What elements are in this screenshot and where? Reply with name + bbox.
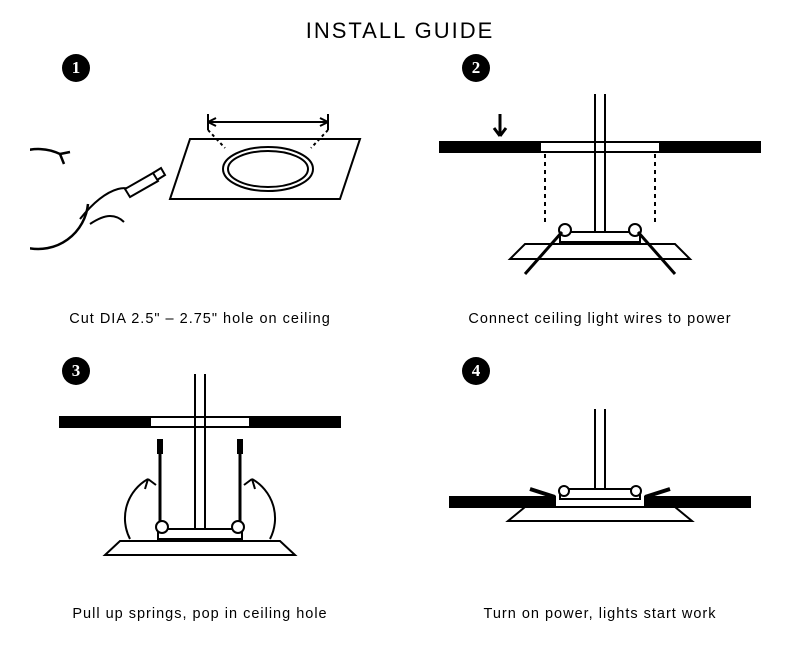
page-title: INSTALL GUIDE	[0, 0, 800, 52]
step-3: 3	[0, 347, 400, 642]
step-1-illustration	[30, 62, 370, 305]
step-3-illustration	[30, 357, 370, 600]
step-4-caption: Turn on power, lights start work	[430, 600, 770, 622]
step-2: 2	[400, 52, 800, 347]
step-2-badge: 2	[462, 54, 490, 82]
steps-grid: 1	[0, 52, 800, 642]
cut-hole-icon	[30, 84, 370, 284]
step-3-badge: 3	[62, 357, 90, 385]
step-4-badge: 4	[462, 357, 490, 385]
step-3-caption: Pull up springs, pop in ceiling hole	[30, 600, 370, 622]
installed-light-icon	[430, 379, 770, 579]
step-4: 4	[400, 347, 800, 642]
step-2-caption: Connect ceiling light wires to power	[430, 305, 770, 327]
connect-wires-icon	[430, 84, 770, 284]
step-1: 1	[0, 52, 400, 347]
step-4-illustration	[430, 357, 770, 600]
pull-springs-icon	[30, 369, 370, 589]
step-2-illustration	[430, 62, 770, 305]
step-1-badge: 1	[62, 54, 90, 82]
step-1-caption: Cut DIA 2.5" – 2.75" hole on ceiling	[30, 305, 370, 327]
